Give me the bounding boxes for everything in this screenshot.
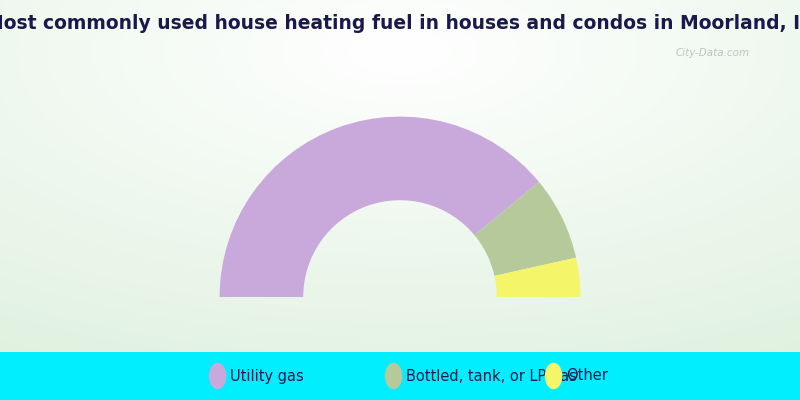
- Ellipse shape: [209, 363, 226, 389]
- Text: City-Data.com: City-Data.com: [676, 48, 750, 58]
- Ellipse shape: [545, 363, 562, 389]
- Wedge shape: [474, 182, 576, 276]
- Text: Bottled, tank, or LP gas: Bottled, tank, or LP gas: [406, 368, 578, 384]
- Text: Other: Other: [566, 368, 608, 384]
- Text: Utility gas: Utility gas: [230, 368, 304, 384]
- Ellipse shape: [385, 363, 402, 389]
- Wedge shape: [220, 117, 539, 297]
- Wedge shape: [494, 258, 581, 297]
- Text: Most commonly used house heating fuel in houses and condos in Moorland, IA: Most commonly used house heating fuel in…: [0, 14, 800, 33]
